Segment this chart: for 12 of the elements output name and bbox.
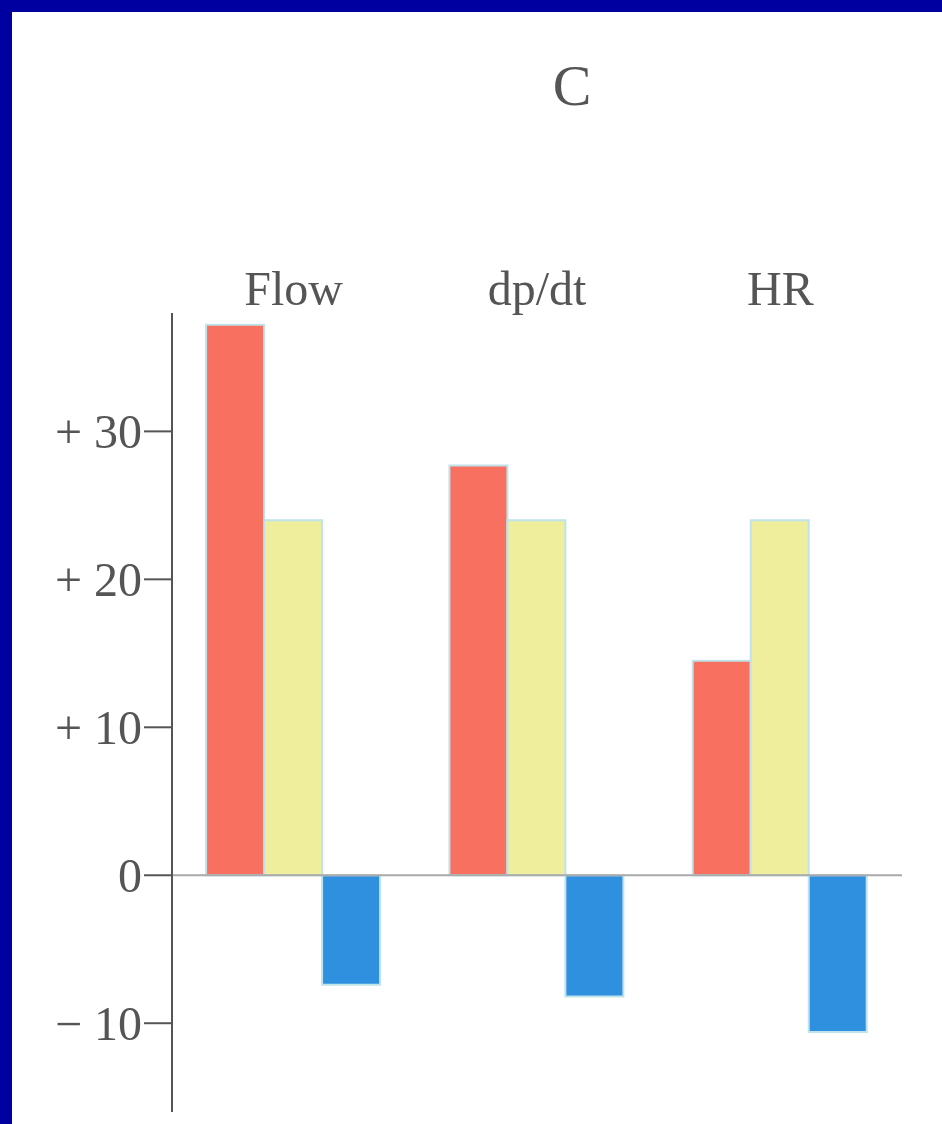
chart-title: C <box>551 52 593 119</box>
x-tick-label: HR <box>746 262 814 315</box>
y-tick-label: + 10 <box>54 701 142 755</box>
x-tick-label: dp/dt <box>487 262 587 315</box>
bar <box>321 874 382 986</box>
y-tick-label: − 10 <box>54 997 142 1051</box>
y-tick-label: 0 <box>118 849 142 903</box>
x-tick-label: Flow <box>244 262 344 315</box>
y-tick-label: + 20 <box>54 553 142 607</box>
bar <box>564 874 625 998</box>
bar <box>807 874 868 1034</box>
y-tick-label: + 30 <box>54 405 142 459</box>
